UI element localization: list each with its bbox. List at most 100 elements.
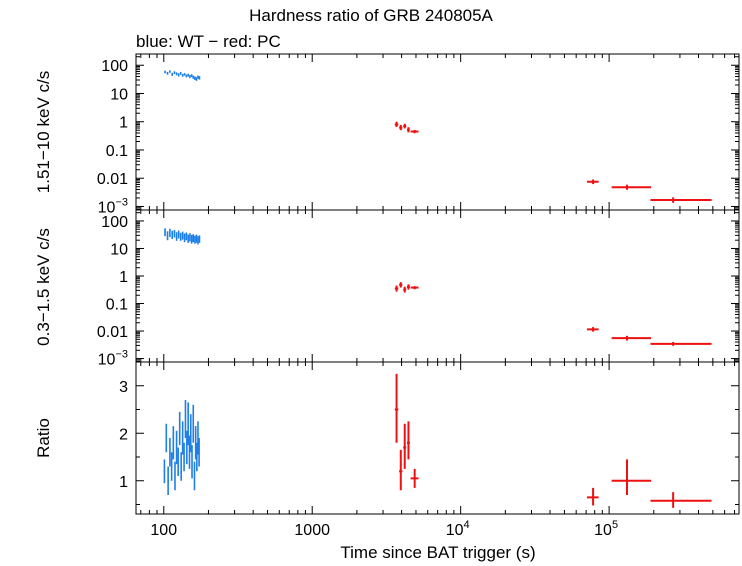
panel-soft-wt-point xyxy=(166,231,169,241)
panel-ratio-pc-point xyxy=(587,487,599,506)
panel-soft-wt-point xyxy=(185,232,188,241)
panel-soft-wt-point xyxy=(169,228,171,238)
panel-hard-y-tick-label: 10 xyxy=(110,86,128,103)
panel-hard-wt-point xyxy=(169,70,171,73)
panel-ratio-pc-point xyxy=(403,423,407,469)
panel-ratio-pc-point xyxy=(406,421,410,460)
panel-soft-wt-point xyxy=(171,230,174,240)
panel-soft-wt-point xyxy=(173,229,176,238)
panel-soft-pc-point xyxy=(410,286,419,290)
panel-ratio-pc-point xyxy=(650,492,712,508)
panel-hard-pc-point xyxy=(650,197,712,203)
panel-soft-y-tick-label: 100 xyxy=(101,214,128,231)
panel-soft-wt-point xyxy=(198,235,201,243)
panel-hard-wt-point xyxy=(189,75,191,79)
panel-hard-y-tick-label: 100 xyxy=(101,58,128,75)
x-tick-label: 100 xyxy=(150,522,177,539)
panel-ratio-frame xyxy=(135,361,740,515)
panel-ratio-wt-point xyxy=(181,421,184,455)
panel-hard-y-tick-label: 10−3 xyxy=(98,196,128,216)
panel-ratio-wt-point xyxy=(184,400,187,438)
panel-ratio-pc-point xyxy=(394,373,399,443)
x-tick-label: 105 xyxy=(594,519,618,539)
panel-ratio-pc-point xyxy=(611,459,652,495)
panel-soft-y-tick-label: 0.01 xyxy=(97,324,128,341)
panel-hard-wt-point xyxy=(192,75,195,79)
panel-hard-wt-point xyxy=(190,74,193,78)
panel-ratio-wt-point xyxy=(194,426,197,460)
panel-ratio-wt-point xyxy=(172,426,175,460)
panel-ratio-wt-point xyxy=(193,461,196,491)
panel-soft-wt-point xyxy=(194,235,196,244)
panel-hard-pc-point xyxy=(611,184,652,190)
panel-soft-pc-point xyxy=(394,285,399,292)
panel-soft-pc-point xyxy=(650,341,712,346)
x-tick-label: 1000 xyxy=(294,522,330,539)
panel-hard-y-tick-label: 0.01 xyxy=(97,171,128,188)
panel-soft-wt-point xyxy=(179,232,182,241)
panel-ratio-wt-point xyxy=(169,438,171,467)
panel-hard-wt-point xyxy=(164,70,166,74)
panel-ratio-wt-point xyxy=(188,435,191,469)
panel-soft-y-tick-label: 10 xyxy=(110,241,128,258)
panel-ratio-wt-point xyxy=(170,452,173,481)
panel-ratio-pc-point xyxy=(399,449,403,491)
panel-ratio-wt-point xyxy=(178,411,181,446)
panel-hard-pc-point xyxy=(410,129,419,134)
panel-ratio-wt-point xyxy=(177,447,179,476)
panel-ratio-pc-point xyxy=(410,468,419,488)
panel-ratio-wt-point xyxy=(174,461,176,491)
chart-subtitle: blue: WT − red: PC xyxy=(136,32,281,51)
panel-hard-wt-point xyxy=(185,74,188,78)
panel-hard-wt-point xyxy=(173,71,176,74)
panel-soft-wt-point xyxy=(177,230,180,239)
panel-ratio-wt-point xyxy=(175,430,178,465)
chart-title: Hardness ratio of GRB 240805A xyxy=(249,6,493,25)
panel-soft-pc-point xyxy=(399,282,403,288)
panel-soft-wt-point xyxy=(195,234,198,243)
panel-hard-wt-point xyxy=(195,77,198,81)
panel-hard-pc-point xyxy=(399,124,403,131)
panel-hard-wt-point xyxy=(183,73,186,76)
panel-soft-y-tick-label: 0.1 xyxy=(106,297,128,314)
panel-ratio-wt-point xyxy=(183,442,185,472)
panel-hard-wt-point xyxy=(175,72,178,76)
panel-soft-wt-point xyxy=(183,233,186,243)
panel-hard-y-tick-label: 1 xyxy=(119,115,128,132)
panel-soft-wt-point xyxy=(189,233,191,242)
panel-soft-pc-point xyxy=(611,335,652,341)
x-axis-label: Time since BAT trigger (s) xyxy=(340,543,536,562)
panel-ratio-wt-point xyxy=(191,445,193,479)
panel-soft-wt-point xyxy=(197,236,199,245)
panel-hard-wt-point xyxy=(194,76,196,81)
panel-ratio-wt-point xyxy=(189,414,192,453)
panel-ratio-wt-point xyxy=(163,459,166,484)
panel-hard-wt-point xyxy=(181,73,184,77)
panel-ratio-y-tick-label: 2 xyxy=(119,426,128,443)
panel-hard-wt-point xyxy=(187,73,189,77)
panel-soft-frame xyxy=(135,209,740,363)
panel-soft-wt-point xyxy=(175,232,178,241)
panel-ratio-wt-point xyxy=(186,430,188,465)
panel-hard-wt-point xyxy=(198,76,201,80)
panel-soft-wt-point xyxy=(181,231,184,240)
panel-ratio-wt-point xyxy=(198,438,200,467)
panel-soft-wt-point xyxy=(164,228,166,237)
panel-soft-pc-point xyxy=(403,286,407,293)
panel-ratio-wt-point xyxy=(197,421,199,455)
panel-hard-wt-point xyxy=(177,73,180,77)
panel-ratio-wt-point xyxy=(180,452,182,481)
panel-hard-wt-point xyxy=(179,71,182,75)
x-tick-label: 104 xyxy=(446,519,470,539)
panel-ratio-y-tick-label: 1 xyxy=(119,474,128,491)
panel-hard-wt-point xyxy=(171,72,174,76)
panel-ratio-wt-point xyxy=(187,402,189,446)
panel-hard-wt-point xyxy=(166,71,169,75)
panel-soft-pc-point xyxy=(406,284,410,290)
panel-soft-y-tick-label: 10−3 xyxy=(98,349,128,369)
panel-hard-wt-point xyxy=(197,75,199,79)
panel-ratio-wt-point xyxy=(192,404,195,443)
panel-ratio-wt-point xyxy=(165,423,168,453)
panel-ratio-y-tick-label: 3 xyxy=(119,379,128,396)
